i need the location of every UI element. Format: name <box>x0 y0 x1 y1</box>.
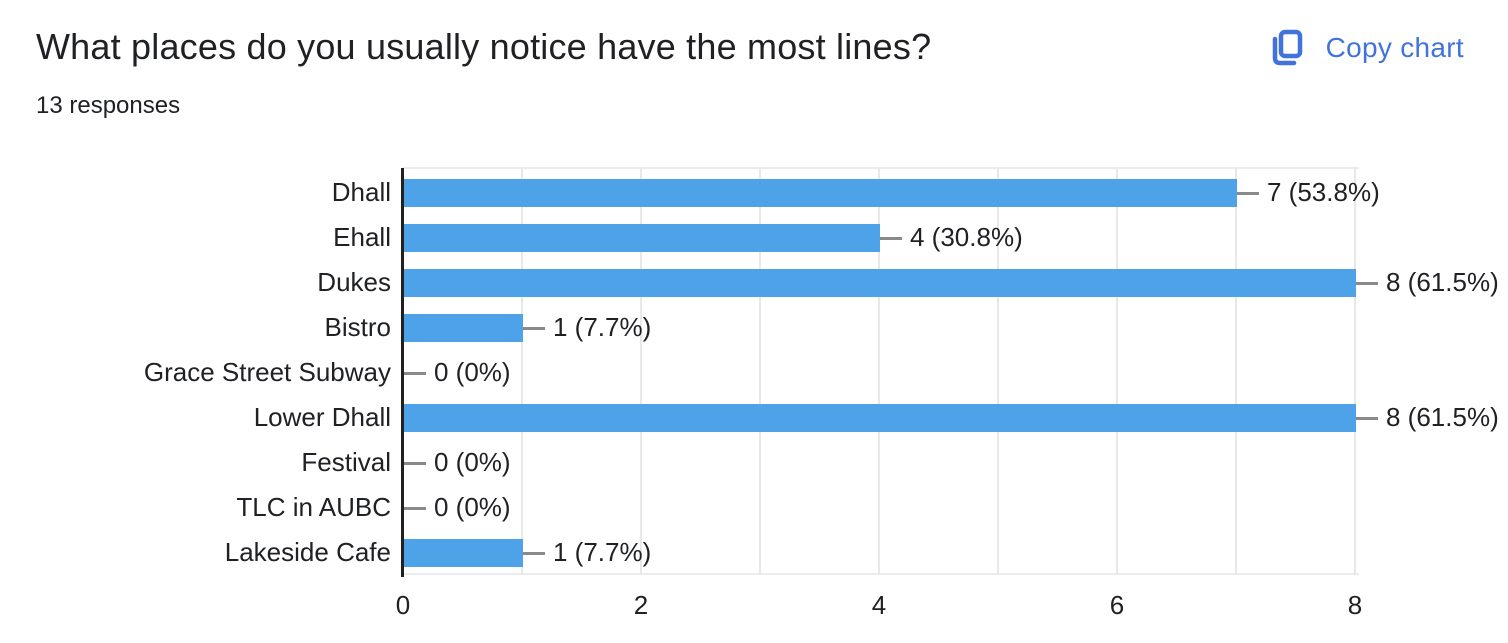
plot-top-border <box>403 167 1359 169</box>
value-label: 8 (61.5%) <box>1386 267 1499 297</box>
value-callout <box>1356 417 1378 420</box>
bar[interactable] <box>404 314 523 342</box>
x-tick-label: 4 <box>871 590 887 620</box>
bar[interactable] <box>404 539 523 567</box>
x-tick-label: 6 <box>1109 590 1125 620</box>
gridline <box>1354 168 1356 575</box>
gridline <box>521 168 523 575</box>
value-label: 0 (0%) <box>434 447 511 477</box>
copy-chart-icon <box>1264 26 1308 70</box>
category-label: TLC in AUBC <box>236 492 391 522</box>
category-label: Lower Dhall <box>253 402 391 432</box>
plot-bottom-border <box>403 573 1359 575</box>
copy-chart-label: Copy chart <box>1325 32 1464 63</box>
x-tick-label: 2 <box>633 590 649 620</box>
category-label: Ehall <box>333 222 391 252</box>
gridline <box>878 168 880 575</box>
bar[interactable] <box>404 179 1237 207</box>
value-label: 4 (30.8%) <box>910 222 1023 252</box>
value-callout <box>523 327 545 330</box>
category-label: Festival <box>301 447 391 477</box>
value-callout <box>404 462 426 465</box>
category-label: Lakeside Cafe <box>224 537 391 567</box>
value-callout <box>1237 192 1259 195</box>
question-title: What places do you usually notice have t… <box>36 26 932 67</box>
value-callout <box>404 372 426 375</box>
bar[interactable] <box>404 269 1356 297</box>
gridline <box>759 168 761 575</box>
response-count: 13 responses <box>36 92 181 119</box>
copy-chart-button[interactable]: Copy chart <box>1256 20 1472 76</box>
value-callout <box>404 507 426 510</box>
gridline <box>1235 168 1237 575</box>
value-callout <box>880 237 902 240</box>
value-label: 1 (7.7%) <box>553 537 652 567</box>
value-label: 1 (7.7%) <box>553 312 652 342</box>
gridline <box>997 168 999 575</box>
gridline <box>1116 168 1118 575</box>
gridline <box>640 168 642 575</box>
value-label: 0 (0%) <box>434 492 511 522</box>
value-label: 8 (61.5%) <box>1386 402 1499 432</box>
bar[interactable] <box>404 404 1356 432</box>
value-callout <box>523 552 545 555</box>
x-tick-label: 0 <box>395 590 411 620</box>
category-label: Dhall <box>331 177 391 207</box>
value-callout <box>1356 282 1378 285</box>
x-tick-label: 8 <box>1347 590 1363 620</box>
value-label: 0 (0%) <box>434 357 511 387</box>
value-label: 7 (53.8%) <box>1267 177 1380 207</box>
y-axis-line <box>401 168 404 577</box>
category-label: Grace Street Subway <box>143 357 391 387</box>
bar[interactable] <box>404 224 880 252</box>
category-label: Bistro <box>324 312 391 342</box>
category-label: Dukes <box>317 267 391 297</box>
